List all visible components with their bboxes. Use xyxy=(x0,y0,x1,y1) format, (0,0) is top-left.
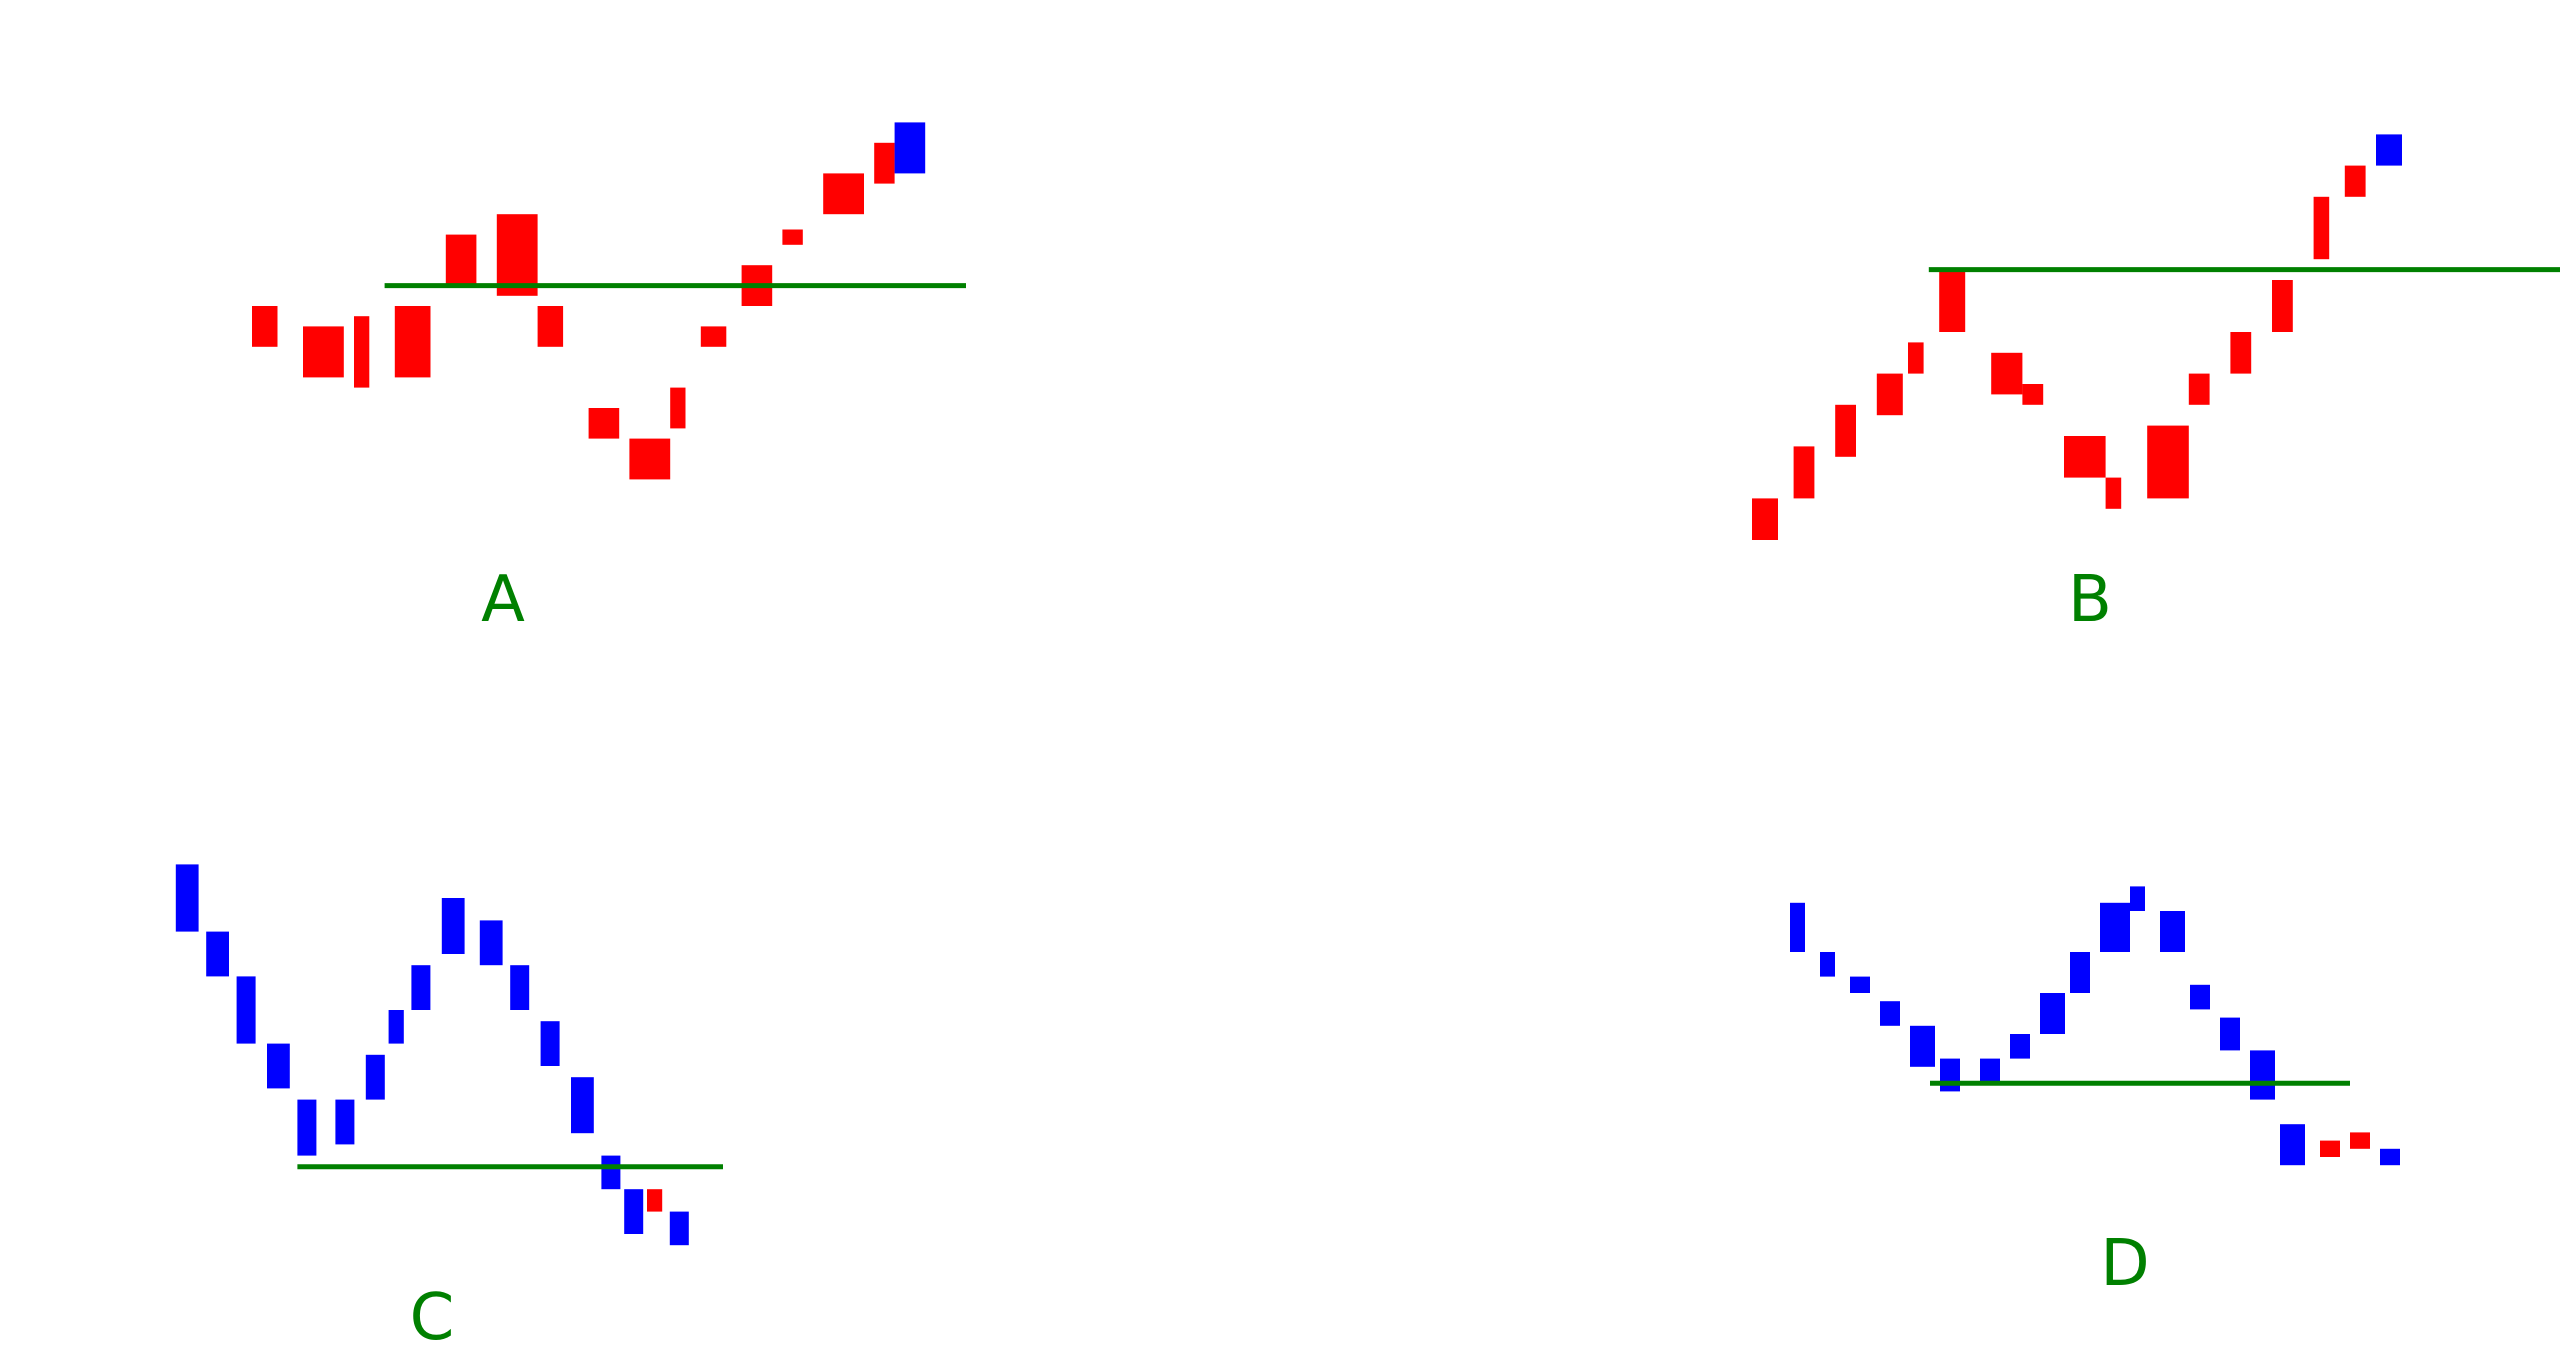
renko-brick-b-12 xyxy=(2188,373,2210,405)
renko-brick-c-3 xyxy=(236,976,256,1044)
renko-brick-d-5 xyxy=(1910,1025,1935,1067)
renko-brick-a-13 xyxy=(782,229,803,245)
renko-panel-a xyxy=(252,122,966,480)
panel-label-b: B xyxy=(2068,563,2112,637)
renko-brick-a-14 xyxy=(823,173,864,215)
panel-label-a: A xyxy=(481,563,525,637)
renko-brick-d-8 xyxy=(2010,1034,2030,1059)
renko-brick-d-9 xyxy=(2040,993,2065,1034)
renko-brick-b-8 xyxy=(2022,384,2044,405)
renko-brick-b-17 xyxy=(2376,134,2402,166)
renko-brick-d-12 xyxy=(2130,886,2145,911)
renko-brick-d-1 xyxy=(1790,902,1805,952)
renko-brick-d-6 xyxy=(1940,1058,1960,1092)
renko-brick-a-10 xyxy=(670,387,686,429)
renko-brick-b-5 xyxy=(1908,342,1924,374)
renko-brick-c-7 xyxy=(365,1054,385,1100)
renko-brick-c-15 xyxy=(601,1155,621,1190)
panel-label-c: C xyxy=(409,1281,455,1355)
renko-brick-d-18 xyxy=(2320,1140,2340,1157)
renko-brick-d-13 xyxy=(2160,911,2185,952)
renko-panel-d xyxy=(1790,886,2400,1166)
renko-brick-d-4 xyxy=(1880,1001,1900,1026)
renko-brick-a-4 xyxy=(394,306,431,378)
renko-brick-b-7 xyxy=(1991,352,2023,395)
renko-brick-b-3 xyxy=(1835,404,1856,457)
renko-brick-a-15 xyxy=(874,142,895,184)
renko-brick-c-1 xyxy=(175,864,199,932)
renko-brick-b-2 xyxy=(1793,446,1815,499)
renko-brick-d-16 xyxy=(2250,1050,2275,1100)
renko-brick-c-18 xyxy=(669,1211,689,1246)
renko-brick-c-2 xyxy=(206,931,229,977)
renko-brick-c-11 xyxy=(479,920,503,966)
renko-brick-d-20 xyxy=(2380,1148,2400,1166)
renko-brick-a-7 xyxy=(537,306,564,347)
renko-brick-d-11 xyxy=(2100,902,2130,952)
renko-brick-b-16 xyxy=(2344,165,2366,197)
renko-brick-a-6 xyxy=(496,214,538,296)
renko-brick-a-16 xyxy=(894,122,926,174)
renko-brick-c-4 xyxy=(267,1043,290,1089)
renko-brick-d-3 xyxy=(1850,976,1870,993)
renko-brick-b-11 xyxy=(2147,425,2189,499)
renko-brick-d-19 xyxy=(2350,1132,2370,1149)
renko-brick-b-6 xyxy=(1939,269,1966,332)
renko-brick-a-11 xyxy=(700,326,727,347)
renko-brick-d-15 xyxy=(2220,1017,2240,1051)
renko-brick-d-10 xyxy=(2070,952,2090,993)
renko-brick-c-14 xyxy=(571,1077,594,1134)
renko-panel-b xyxy=(1752,134,2560,540)
renko-brick-b-1 xyxy=(1752,498,1778,540)
renko-brick-c-10 xyxy=(441,898,465,954)
panel-label-d: D xyxy=(2100,1227,2150,1301)
renko-brick-b-15 xyxy=(2313,196,2330,260)
renko-brick-b-9 xyxy=(2064,436,2106,478)
renko-brick-a-1 xyxy=(252,306,278,347)
renko-brick-d-14 xyxy=(2190,984,2210,1010)
renko-brick-a-3 xyxy=(354,316,370,388)
renko-brick-d-17 xyxy=(2280,1124,2305,1166)
renko-brick-c-8 xyxy=(388,1010,404,1044)
renko-brick-b-14 xyxy=(2272,280,2293,332)
renko-brick-a-9 xyxy=(629,438,671,480)
renko-brick-b-4 xyxy=(1876,373,1903,416)
renko-brick-a-5 xyxy=(445,234,477,286)
renko-brick-d-2 xyxy=(1820,952,1835,977)
renko-brick-c-5 xyxy=(297,1099,317,1156)
renko-panel-c xyxy=(175,864,723,1246)
renko-brick-c-17 xyxy=(647,1189,663,1212)
renko-brick-a-2 xyxy=(303,326,344,378)
renko-brick-c-13 xyxy=(540,1021,560,1066)
renko-brick-c-16 xyxy=(624,1189,644,1234)
renko-brick-c-9 xyxy=(411,965,431,1010)
renko-brick-a-8 xyxy=(588,408,620,439)
renko-brick-b-10 xyxy=(2105,477,2122,509)
renko-brick-b-13 xyxy=(2230,332,2252,374)
renko-brick-d-7 xyxy=(1980,1058,2000,1084)
renko-brick-c-6 xyxy=(335,1099,355,1145)
renko-brick-c-12 xyxy=(510,965,530,1010)
